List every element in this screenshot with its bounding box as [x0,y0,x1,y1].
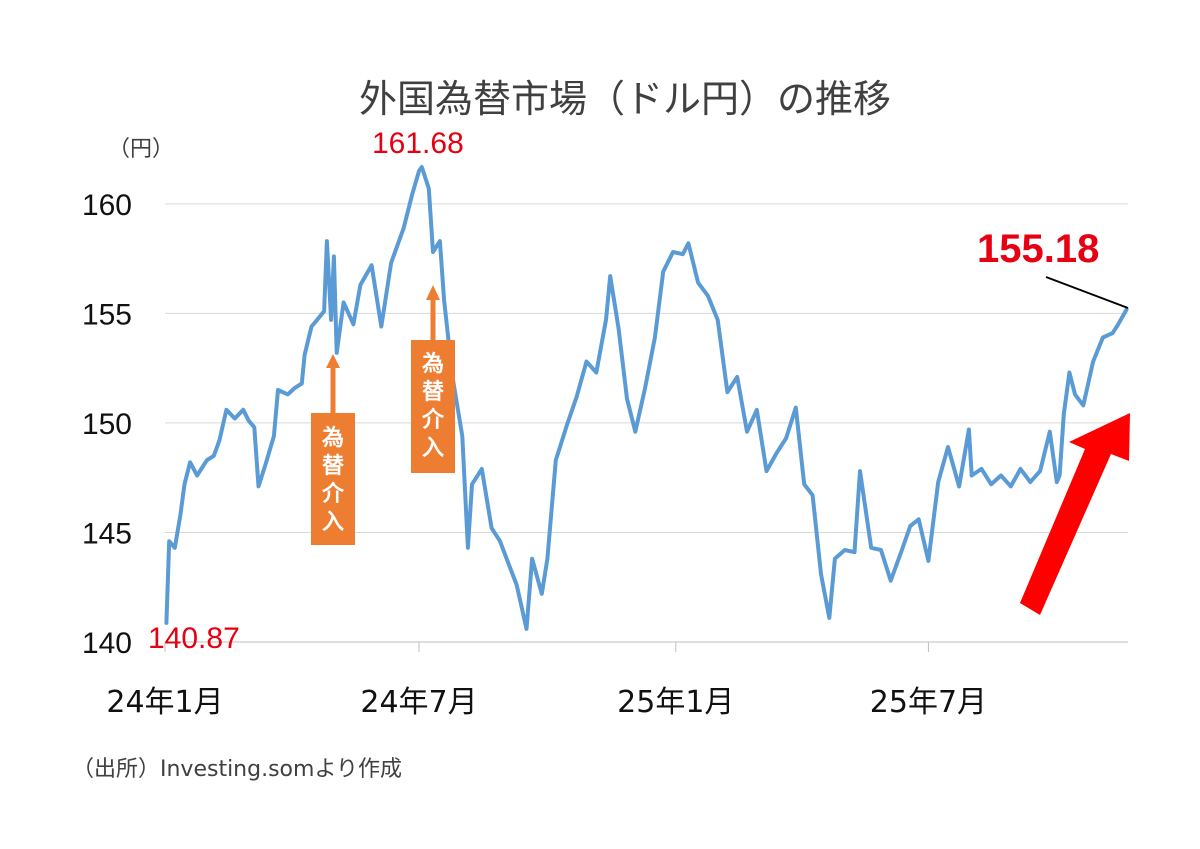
x-axis-ticks: 24年1月 24年7月 25年1月 25年7月 [106,642,987,720]
intervention-label-1: 替 [322,454,344,479]
intervention-label-2: 入 [422,436,444,461]
source-note: （出所）Investing.somより作成 [72,757,402,782]
intervention-marker-1: 為 替 介 入 [311,354,355,545]
y-axis-ticks: 140 145 150 155 160 [82,189,132,660]
trend-up-arrow [1020,413,1130,615]
intervention-marker-2: 為 替 介 入 [411,285,455,473]
latest-leader-line [1045,276,1129,309]
y-unit-label: （円） [108,137,174,162]
x-tick-label: 24年1月 [106,685,223,720]
intervention-box-2 [411,340,455,473]
intervention-label-1: 入 [322,510,344,535]
chart-title: 外国為替市場（ドル円）の推移 [359,77,891,121]
y-tick-label: 145 [82,517,132,550]
intervention-box-1 [311,413,355,545]
x-tick-label: 25年1月 [617,685,734,720]
intervention-label-2: 介 [421,407,445,433]
y-tick-label: 140 [82,627,132,660]
y-tick-label: 155 [82,298,132,331]
intervention-label-1: 為 [322,425,344,451]
series-line-group [164,165,1129,631]
intervention-label-1: 介 [321,481,345,507]
latest-value-label: 155.18 [977,227,1099,271]
y-tick-label: 160 [82,189,132,222]
y-tick-label: 150 [82,408,132,441]
intervention-label-2: 為 [422,351,444,377]
x-tick-label: 25年7月 [870,685,987,720]
peak-value-label: 161.68 [372,127,464,160]
series-line [164,165,1129,631]
intervention-label-2: 替 [422,380,444,405]
start-value-label: 140.87 [148,622,240,655]
x-tick-label: 24年7月 [360,685,477,720]
